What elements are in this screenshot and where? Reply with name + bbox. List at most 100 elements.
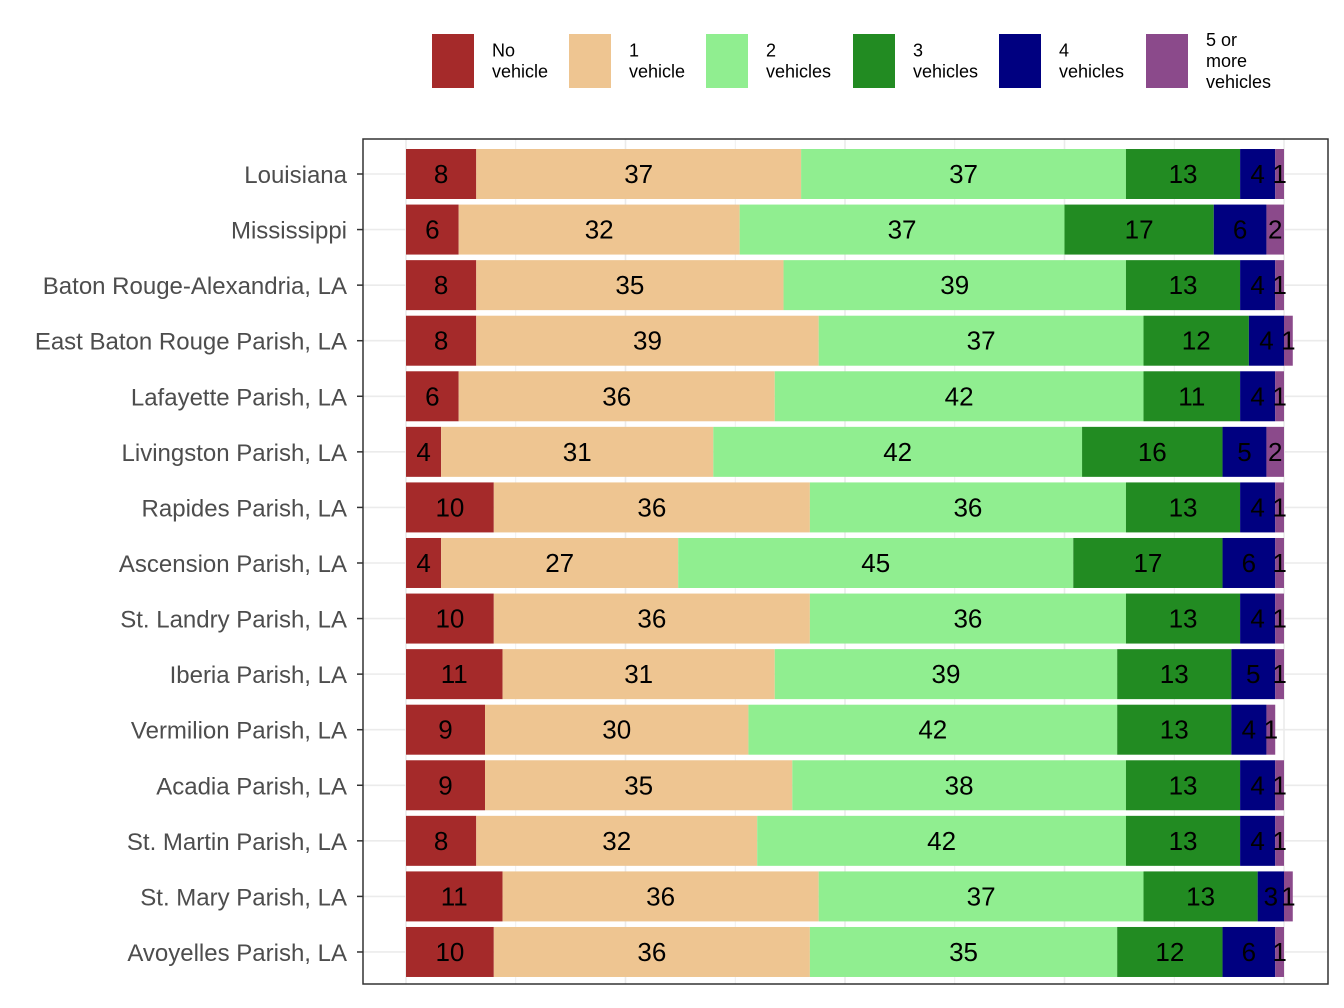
bar-segment bbox=[1125, 760, 1241, 811]
data-label: 36 bbox=[953, 604, 982, 634]
category-label: Baton Rouge-Alexandria, LA bbox=[43, 273, 347, 300]
data-label: 4 bbox=[1250, 270, 1264, 300]
data-label: 4 bbox=[416, 548, 430, 578]
bar-segment bbox=[476, 149, 802, 199]
bar-segment bbox=[406, 926, 494, 977]
data-label: 4 bbox=[1250, 381, 1264, 411]
bar-segment bbox=[774, 649, 1118, 700]
bar-segment bbox=[1275, 593, 1284, 644]
bar-segment bbox=[1231, 649, 1276, 700]
bar-segment bbox=[1275, 815, 1284, 866]
data-label: 36 bbox=[953, 492, 982, 522]
bar-segment bbox=[1284, 315, 1293, 366]
bar-segment bbox=[1117, 649, 1232, 700]
data-label: 35 bbox=[624, 770, 653, 800]
bar-segment bbox=[1266, 204, 1284, 255]
data-label: 6 bbox=[1242, 937, 1256, 967]
legend-label: No vehicle bbox=[492, 41, 548, 82]
bar-segment bbox=[1240, 815, 1276, 866]
bar-segment bbox=[809, 482, 1126, 533]
data-label: 37 bbox=[888, 215, 917, 245]
bar-segment bbox=[1240, 760, 1276, 811]
data-label: 27 bbox=[545, 548, 574, 578]
bar-segment bbox=[406, 593, 494, 644]
data-label: 1 bbox=[1272, 604, 1286, 634]
bar-segment bbox=[1275, 649, 1284, 700]
legend-label: 3 vehicles bbox=[913, 41, 978, 82]
bar-segment bbox=[458, 371, 775, 422]
data-label: 1 bbox=[1272, 381, 1286, 411]
bar-segment bbox=[485, 704, 749, 755]
bar-segment bbox=[1240, 371, 1276, 422]
category-label: St. Mary Parish, LA bbox=[140, 884, 347, 911]
data-label: 9 bbox=[438, 715, 452, 745]
data-label: 9 bbox=[438, 770, 452, 800]
bar-segment bbox=[1257, 871, 1284, 922]
category-label: Rapides Parish, LA bbox=[142, 495, 347, 522]
bar-segment bbox=[1082, 426, 1223, 477]
data-label: 11 bbox=[1178, 381, 1205, 411]
data-label: 4 bbox=[416, 437, 430, 467]
data-label: 6 bbox=[425, 215, 439, 245]
data-label: 5 bbox=[1237, 437, 1251, 467]
bar-segment bbox=[406, 871, 503, 922]
data-label: 39 bbox=[633, 326, 662, 356]
data-label: 5 bbox=[1246, 659, 1260, 689]
category-label: Louisiana bbox=[244, 162, 347, 189]
data-label: 2 bbox=[1268, 215, 1282, 245]
data-label: 16 bbox=[1138, 437, 1167, 467]
data-label: 13 bbox=[1160, 659, 1189, 689]
bar-segment bbox=[458, 204, 740, 255]
bar-segment bbox=[485, 760, 793, 811]
data-label: 42 bbox=[927, 826, 956, 856]
data-label: 42 bbox=[945, 381, 974, 411]
data-label: 4 bbox=[1250, 770, 1264, 800]
bar-segment bbox=[801, 149, 1126, 199]
data-label: 42 bbox=[883, 437, 912, 467]
bar-segment bbox=[1117, 926, 1223, 977]
bar-segment bbox=[502, 649, 775, 700]
bar-segment bbox=[748, 704, 1118, 755]
category-label: Livingston Parish, LA bbox=[122, 440, 347, 467]
data-label: 35 bbox=[615, 270, 644, 300]
bar-segment bbox=[809, 593, 1126, 644]
data-label: 12 bbox=[1155, 937, 1184, 967]
data-label: 8 bbox=[434, 326, 448, 356]
data-label: 32 bbox=[585, 215, 614, 245]
data-label: 17 bbox=[1125, 215, 1154, 245]
plot-border bbox=[362, 138, 1329, 985]
bar-segment bbox=[678, 537, 1074, 588]
data-label: 17 bbox=[1133, 548, 1162, 578]
bar-segment bbox=[1143, 371, 1241, 422]
bar-segment bbox=[406, 815, 477, 866]
bar-segment bbox=[1266, 704, 1276, 755]
bar-segment bbox=[1222, 537, 1276, 588]
bar-segment bbox=[739, 204, 1065, 255]
category-label: Iberia Parish, LA bbox=[170, 662, 347, 689]
category-label: Mississippi bbox=[231, 218, 347, 245]
bar-segment bbox=[1240, 482, 1276, 533]
bar-segment bbox=[1117, 704, 1232, 755]
legend-key bbox=[1146, 34, 1188, 88]
data-label: 36 bbox=[637, 937, 666, 967]
bar-segment bbox=[1222, 426, 1267, 477]
bar-segment bbox=[809, 926, 1118, 977]
y-axis: Louisiana Mississippi Baton Rouge-Alexandr… bbox=[35, 162, 363, 967]
bar-segment bbox=[818, 315, 1144, 366]
bar-segment bbox=[493, 482, 810, 533]
data-label: 30 bbox=[602, 715, 631, 745]
bar-segment bbox=[1064, 204, 1214, 255]
bar-segment bbox=[1125, 149, 1241, 199]
data-label: 4 bbox=[1242, 715, 1256, 745]
bar-segment bbox=[493, 593, 810, 644]
legend-label: 4 vehicles bbox=[1059, 41, 1124, 82]
legend-key bbox=[853, 34, 895, 88]
bar-segment bbox=[774, 371, 1144, 422]
data-label: 13 bbox=[1160, 715, 1189, 745]
data-label: 12 bbox=[1182, 326, 1211, 356]
bar-segment bbox=[1284, 871, 1293, 922]
data-label: 4 bbox=[1250, 492, 1264, 522]
bar-segment bbox=[476, 260, 784, 311]
data-label: 36 bbox=[637, 492, 666, 522]
bar-segment bbox=[406, 537, 442, 588]
